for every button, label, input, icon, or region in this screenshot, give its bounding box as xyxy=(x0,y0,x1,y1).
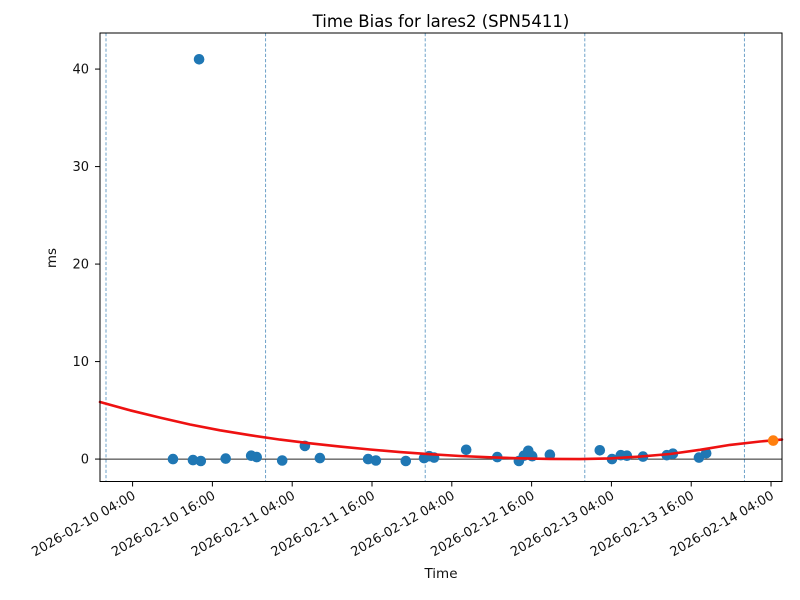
chart-title: Time Bias for lares2 (SPN5411) xyxy=(312,12,570,31)
y-tick-label: 20 xyxy=(72,258,89,273)
bias-measurements-point xyxy=(220,453,231,464)
bias-measurements-point xyxy=(187,454,199,466)
bias-measurements-point xyxy=(621,450,633,462)
bias-measurements-point xyxy=(594,445,606,456)
latest-measurement-point xyxy=(767,435,779,446)
bias-measurements-point xyxy=(167,453,179,465)
bias-measurements-point xyxy=(700,447,712,459)
bias-measurements-point xyxy=(276,455,288,466)
y-tick-label: 0 xyxy=(81,453,89,468)
bias-measurements-point xyxy=(544,449,556,461)
bias-measurements-point xyxy=(251,451,262,463)
bias-measurements-point xyxy=(460,444,472,456)
y-tick-label: 10 xyxy=(72,355,89,370)
y-tick-label: 30 xyxy=(72,160,89,175)
y-axis-label: ms xyxy=(44,248,60,268)
fit-curve xyxy=(98,400,784,461)
bias-measurements-point xyxy=(370,455,382,466)
y-tick-label: 40 xyxy=(72,63,89,78)
bias-measurements-point xyxy=(193,54,205,65)
axes-frame xyxy=(99,32,783,482)
x-axis-label: Time xyxy=(423,566,457,582)
bias-measurements-point xyxy=(314,452,326,464)
bias-measurements-point xyxy=(195,455,207,467)
bias-measurements-point xyxy=(400,455,412,467)
